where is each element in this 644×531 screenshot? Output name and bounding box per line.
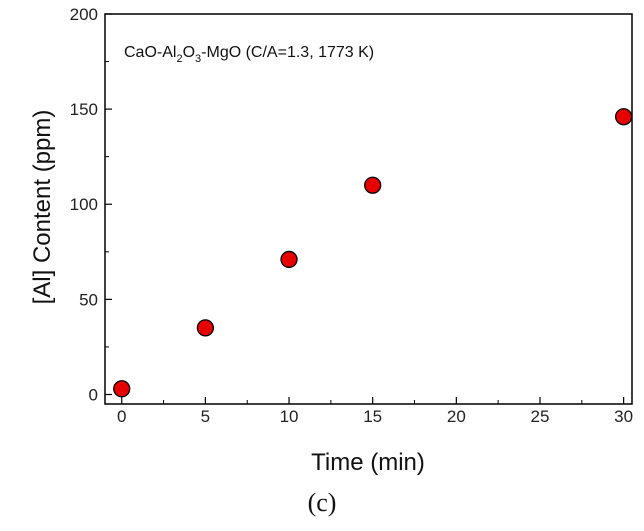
data-points bbox=[113, 108, 633, 398]
y-tick-label: 200 bbox=[70, 5, 98, 24]
x-tick-label: 25 bbox=[531, 407, 550, 426]
y-tick-label: 0 bbox=[89, 385, 98, 404]
x-tick-label: 5 bbox=[201, 407, 210, 426]
y-tick-label: 150 bbox=[70, 100, 98, 119]
data-point bbox=[614, 108, 633, 126]
y-tick-label: 50 bbox=[79, 290, 98, 309]
data-point bbox=[280, 250, 298, 269]
data-point bbox=[113, 380, 131, 398]
plot-frame bbox=[104, 13, 633, 405]
x-axis-label: Time (min) bbox=[311, 449, 425, 476]
data-point bbox=[364, 176, 382, 194]
chart-annotation: CaO-Al2O3-MgO (C/A=1.3, 1773 K) bbox=[124, 44, 374, 65]
y-axis-label: [Al] Content (ppm) bbox=[29, 110, 56, 305]
data-point bbox=[196, 319, 215, 337]
figure-caption: (c) bbox=[307, 488, 337, 517]
x-tick-label: 0 bbox=[117, 407, 126, 426]
axis-ticks: 0 5 10 15 20 25 30 0 50 100 150 200 bbox=[70, 5, 633, 426]
y-tick-label: 100 bbox=[70, 195, 98, 214]
x-tick-label: 20 bbox=[447, 407, 466, 426]
x-tick-label: 15 bbox=[363, 407, 382, 426]
plot-border bbox=[104, 13, 633, 405]
x-tick-label: 30 bbox=[614, 407, 633, 426]
x-tick-label: 10 bbox=[280, 407, 299, 426]
